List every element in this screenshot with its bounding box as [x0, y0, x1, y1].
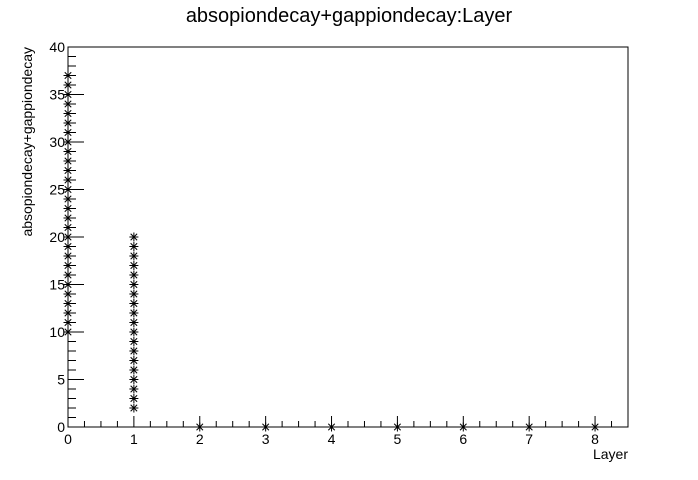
data-point	[129, 318, 139, 327]
y-tick-label: 0	[57, 419, 65, 435]
x-tick-label: 3	[262, 431, 270, 447]
data-point	[63, 137, 73, 147]
data-point	[129, 327, 139, 337]
data-point	[129, 356, 139, 365]
data-point	[63, 261, 73, 270]
data-point	[63, 223, 73, 232]
data-point	[63, 156, 73, 166]
data-point	[458, 422, 468, 432]
data-point	[63, 280, 73, 289]
y-tick-label: 5	[57, 372, 65, 388]
data-point	[524, 422, 534, 432]
data-point	[129, 270, 139, 280]
data-point	[392, 422, 402, 432]
data-point	[63, 251, 73, 261]
data-point	[63, 232, 73, 242]
data-point	[129, 384, 139, 394]
y-tick-label: 30	[49, 134, 65, 150]
data-point	[63, 299, 73, 308]
data-point	[63, 270, 73, 280]
y-tick-label: 15	[49, 277, 65, 293]
data-point	[63, 128, 73, 137]
data-point	[327, 422, 337, 432]
data-point	[129, 375, 139, 384]
x-tick-label: 2	[196, 431, 204, 447]
x-tick-label: 1	[130, 431, 138, 447]
data-point	[590, 422, 600, 432]
y-axis-tick-labels: 0 5 10 15 20 25 30 35 40	[49, 39, 65, 435]
data-point	[63, 166, 73, 175]
data-point	[129, 337, 139, 346]
data-point	[129, 261, 139, 270]
data-point	[63, 109, 73, 118]
data-point	[63, 147, 73, 156]
data-point	[195, 422, 205, 432]
data-point	[129, 394, 139, 403]
x-tick-label: 5	[394, 431, 402, 447]
data-point	[129, 346, 139, 356]
data-point	[63, 308, 73, 318]
data-point	[63, 289, 73, 299]
x-tick-label: 6	[459, 431, 467, 447]
data-point	[63, 99, 73, 109]
x-axis-label: Layer	[593, 446, 628, 462]
y-tick-label: 35	[49, 87, 65, 103]
y-axis-label: absopiondecay+gappiondecay	[19, 47, 35, 237]
data-point	[129, 232, 139, 242]
data-point	[129, 299, 139, 308]
data-point	[63, 242, 73, 251]
data-point	[63, 185, 73, 194]
data-point	[129, 289, 139, 299]
data-point	[129, 251, 139, 261]
x-tick-label: 0	[64, 431, 72, 447]
y-tick-label: 40	[49, 39, 65, 55]
data-point	[63, 90, 73, 99]
data-point	[63, 213, 73, 223]
data-point	[129, 242, 139, 251]
x-tick-label: 4	[328, 431, 336, 447]
y-tick-label: 25	[49, 182, 65, 198]
data-point	[261, 422, 271, 432]
data-point	[63, 327, 73, 337]
data-point	[129, 365, 139, 375]
x-tick-label: 8	[591, 431, 599, 447]
chart-title: absopiondecay+gappiondecay:Layer	[186, 5, 513, 27]
data-point	[63, 80, 73, 90]
data-point	[63, 194, 73, 204]
data-point	[129, 308, 139, 318]
data-point	[63, 118, 73, 128]
x-tick-label: 7	[525, 431, 533, 447]
x-axis-tick-labels: 0 1 2 3 4 5 6 7 8	[64, 431, 599, 447]
data-point	[63, 318, 73, 327]
data-point	[63, 175, 73, 185]
y-tick-label: 20	[49, 229, 65, 245]
data-points	[63, 71, 600, 432]
data-point	[63, 204, 73, 213]
data-point	[129, 280, 139, 289]
y-tick-label: 10	[49, 324, 65, 340]
data-point	[129, 403, 139, 413]
data-point	[63, 71, 73, 80]
